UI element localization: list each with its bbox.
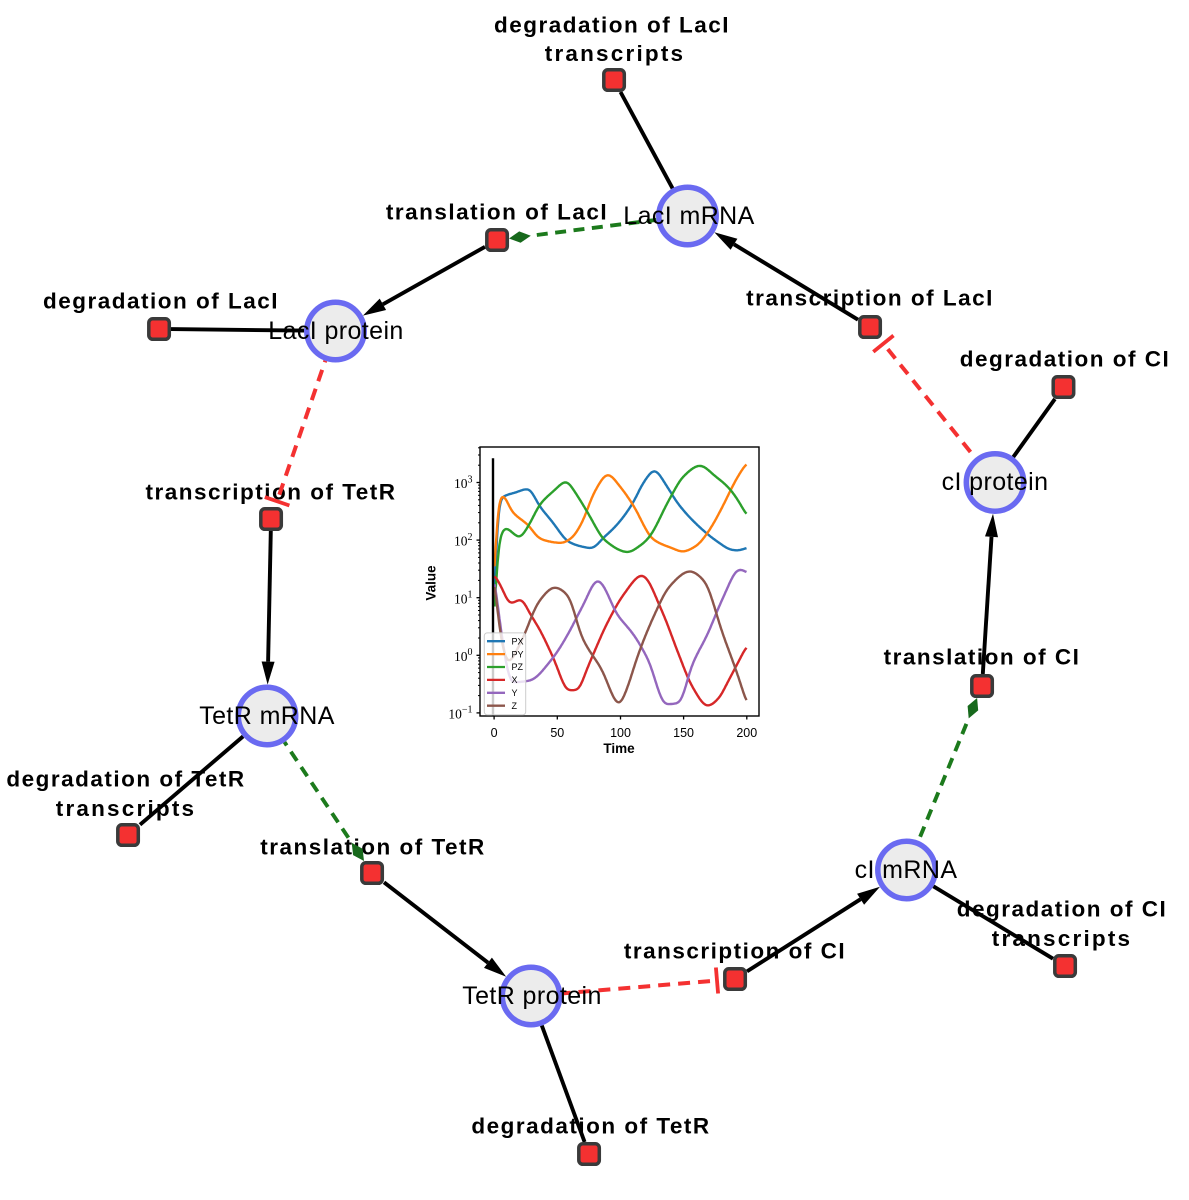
- svg-text:Value: Value: [424, 565, 439, 601]
- svg-text:cI mRNA: cI mRNA: [855, 856, 958, 884]
- svg-text:degradation of LacI: degradation of LacI: [494, 13, 730, 38]
- svg-text:translation of CI: translation of CI: [884, 645, 1081, 670]
- svg-text:Z: Z: [512, 701, 518, 711]
- svg-text:transcription of CI: transcription of CI: [624, 939, 846, 964]
- svg-text:degradation of CI: degradation of CI: [960, 347, 1171, 372]
- svg-text:transcripts: transcripts: [56, 796, 197, 821]
- svg-text:cI protein: cI protein: [942, 468, 1049, 496]
- svg-text:50: 50: [550, 726, 564, 740]
- svg-text:degradation of LacI: degradation of LacI: [43, 289, 279, 314]
- svg-text:0: 0: [491, 726, 498, 740]
- svg-text:translation of LacI: translation of LacI: [386, 200, 608, 225]
- svg-text:degradation of TetR: degradation of TetR: [6, 767, 245, 792]
- svg-text:PZ: PZ: [512, 662, 524, 672]
- svg-text:100: 100: [610, 726, 631, 740]
- svg-text:200: 200: [736, 726, 757, 740]
- svg-text:X: X: [512, 675, 518, 685]
- svg-text:LacI protein: LacI protein: [268, 317, 403, 345]
- svg-text:translation of TetR: translation of TetR: [260, 835, 486, 860]
- svg-text:150: 150: [673, 726, 694, 740]
- svg-text:transcripts: transcripts: [545, 41, 686, 66]
- svg-text:TetR protein: TetR protein: [462, 982, 602, 1010]
- svg-text:PX: PX: [512, 636, 524, 646]
- svg-text:LacI mRNA: LacI mRNA: [623, 202, 754, 230]
- svg-text:Time: Time: [603, 741, 635, 756]
- svg-text:transcripts: transcripts: [992, 926, 1133, 951]
- svg-text:Y: Y: [512, 688, 518, 698]
- svg-text:PY: PY: [512, 649, 524, 659]
- svg-text:transcription of LacI: transcription of LacI: [746, 286, 994, 311]
- svg-text:degradation of CI: degradation of CI: [957, 897, 1168, 922]
- svg-text:degradation of TetR: degradation of TetR: [471, 1114, 710, 1139]
- svg-text:TetR mRNA: TetR mRNA: [199, 702, 335, 730]
